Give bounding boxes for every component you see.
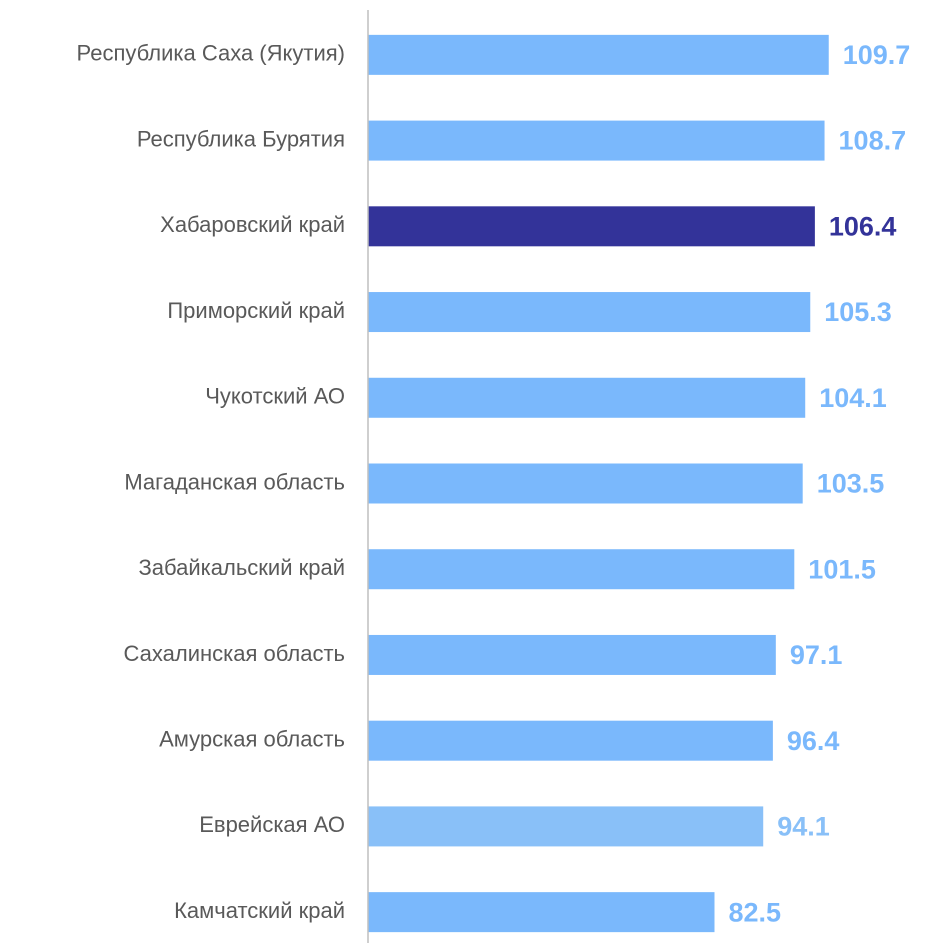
- bar: [368, 720, 773, 761]
- bar: [368, 549, 795, 590]
- value-label: 109.7: [843, 40, 911, 70]
- category-label: Республика Бурятия: [137, 126, 345, 151]
- value-label: 96.4: [787, 726, 840, 756]
- category-label: Забайкальский край: [139, 555, 346, 580]
- value-label: 94.1: [777, 812, 830, 842]
- category-label: Приморский край: [167, 298, 345, 323]
- bar: [368, 206, 815, 247]
- bar: [368, 892, 715, 933]
- category-label: Республика Саха (Якутия): [77, 41, 345, 66]
- category-label: Магаданская область: [124, 469, 345, 494]
- value-label: 103.5: [817, 469, 885, 499]
- value-label: 105.3: [824, 297, 892, 327]
- bar: [368, 377, 806, 418]
- value-label: 108.7: [839, 126, 907, 156]
- category-label: Амурская область: [159, 726, 345, 751]
- bar: [368, 34, 829, 75]
- bar: [368, 292, 811, 333]
- value-label: 82.5: [729, 897, 782, 927]
- category-label: Сахалинская область: [124, 641, 345, 666]
- category-label: Хабаровский край: [160, 212, 345, 237]
- value-label: 101.5: [808, 554, 876, 584]
- bar: [368, 463, 803, 504]
- category-label: Чукотский АО: [205, 384, 345, 409]
- category-label: Камчатский край: [174, 898, 345, 923]
- value-label: 104.1: [819, 383, 887, 413]
- category-label: Еврейская АО: [199, 812, 345, 837]
- value-label: 106.4: [829, 211, 897, 241]
- bar: [368, 806, 764, 847]
- bar: [368, 120, 825, 161]
- bar: [368, 634, 776, 675]
- value-label: 97.1: [790, 640, 843, 670]
